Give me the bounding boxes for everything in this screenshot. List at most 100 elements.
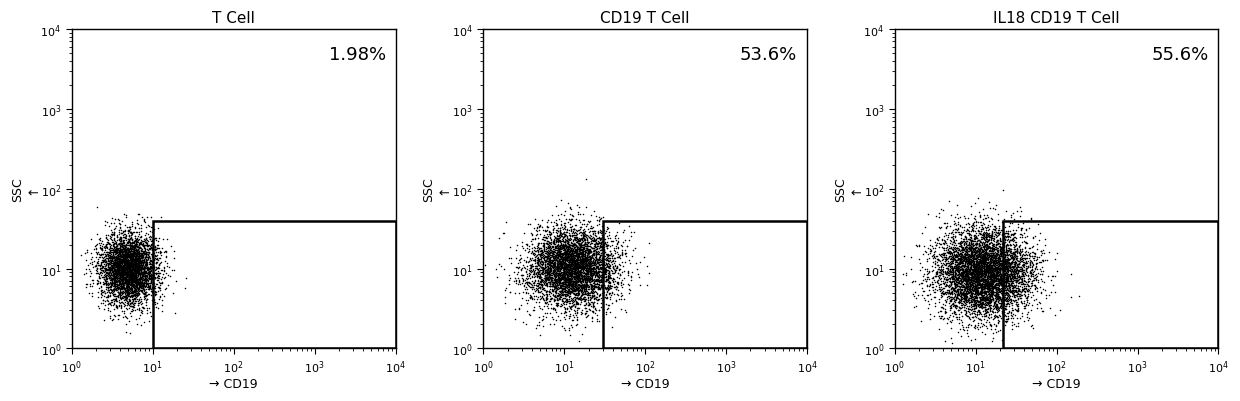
Point [983, 296, 1003, 302]
Point [961, 286, 981, 292]
Point [939, 249, 959, 255]
Point [120, 253, 140, 260]
Point [978, 245, 998, 251]
Point [578, 243, 598, 249]
Point [141, 292, 161, 299]
Point [556, 237, 575, 243]
Point [1016, 249, 1035, 255]
Point [913, 292, 932, 298]
Point [1023, 302, 1043, 309]
Point [563, 282, 583, 289]
Point [980, 249, 999, 255]
Point [156, 248, 176, 254]
Point [128, 251, 148, 257]
Point [110, 293, 130, 300]
Point [968, 309, 988, 315]
Point [941, 268, 961, 275]
Point [128, 258, 148, 264]
Point [986, 273, 1006, 279]
Point [162, 267, 182, 273]
Point [983, 270, 1003, 277]
Point [965, 276, 985, 282]
Point [136, 286, 156, 292]
Point [122, 292, 141, 299]
Point [985, 243, 1004, 249]
Point [957, 247, 977, 253]
Point [569, 220, 589, 226]
Point [113, 276, 133, 282]
Point [553, 292, 573, 298]
Point [553, 281, 573, 288]
Point [957, 253, 977, 259]
Point [568, 258, 588, 265]
Point [949, 260, 968, 266]
Point [956, 248, 976, 255]
Point [584, 276, 604, 282]
Point [578, 294, 598, 300]
Point [133, 249, 153, 255]
Point [600, 263, 620, 269]
Point [998, 287, 1018, 294]
Point [114, 301, 134, 307]
Point [575, 275, 595, 282]
Point [89, 262, 109, 269]
Point [996, 282, 1016, 288]
Point [108, 266, 128, 273]
Point [552, 265, 572, 271]
Point [988, 285, 1008, 291]
Point [549, 258, 569, 264]
Point [538, 251, 558, 257]
Point [585, 272, 605, 279]
Point [557, 306, 577, 312]
Point [931, 278, 951, 284]
Point [558, 284, 578, 290]
Point [983, 253, 1003, 260]
Point [130, 279, 150, 286]
Point [598, 233, 618, 239]
Point [977, 243, 997, 250]
Point [975, 246, 994, 252]
Point [534, 255, 554, 262]
Point [532, 295, 552, 301]
Point [596, 266, 616, 273]
Point [89, 266, 109, 272]
Point [539, 255, 559, 261]
Point [981, 260, 1001, 266]
Point [961, 290, 981, 297]
Point [553, 235, 573, 241]
Point [125, 286, 145, 292]
Point [563, 278, 583, 284]
Point [125, 269, 145, 276]
Point [539, 239, 559, 245]
Point [939, 271, 959, 278]
Point [1017, 294, 1037, 300]
Point [114, 269, 134, 276]
Point [954, 253, 973, 259]
Point [940, 268, 960, 275]
Point [125, 241, 145, 248]
Point [100, 284, 120, 290]
Point [957, 269, 977, 275]
Point [122, 273, 141, 279]
Point [113, 283, 133, 290]
Point [926, 240, 946, 247]
Point [128, 255, 148, 261]
Point [956, 312, 976, 319]
Point [973, 299, 993, 305]
Point [583, 290, 603, 297]
Point [579, 277, 599, 284]
Point [123, 255, 143, 261]
Point [982, 274, 1002, 281]
Point [600, 236, 620, 242]
Point [572, 288, 591, 294]
Point [110, 243, 130, 249]
Point [567, 263, 587, 269]
Point [529, 268, 549, 275]
Point [1012, 284, 1032, 290]
Point [983, 274, 1003, 280]
Point [529, 260, 549, 267]
Point [123, 279, 143, 285]
Point [114, 264, 134, 271]
Point [125, 288, 145, 294]
Point [980, 283, 999, 289]
